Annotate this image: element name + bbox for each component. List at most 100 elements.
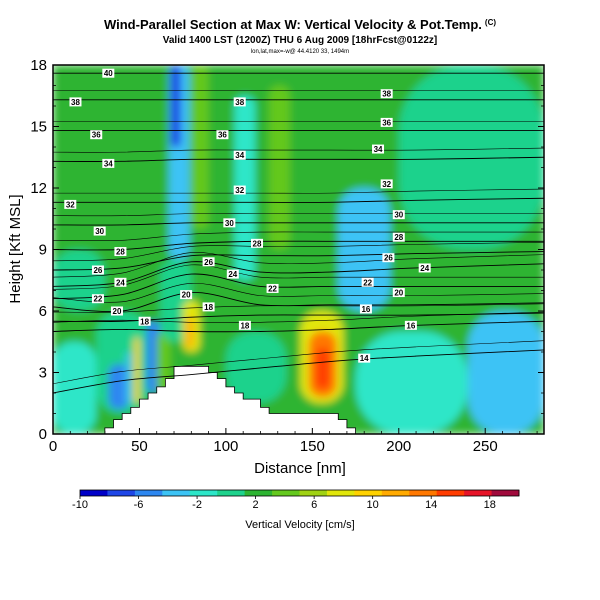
- theta-contour-34: [53, 156, 544, 162]
- theta-contour-16: [53, 320, 544, 333]
- contour-label-bg: [233, 97, 246, 107]
- contour-label-bg: [138, 316, 151, 326]
- velocity-patch: [134, 337, 140, 404]
- contour-label-bg: [404, 320, 417, 330]
- contour-label-bg: [102, 68, 115, 78]
- contour-label-bg: [91, 265, 104, 275]
- contour-label-bg: [114, 247, 127, 257]
- contour-label-bg: [233, 185, 246, 195]
- x-tick-label: 250: [473, 438, 498, 455]
- chart-subtitle: Valid 1400 LST (1200Z) THU 6 Aug 2009 [1…: [162, 35, 438, 46]
- y-tick-label: 18: [30, 57, 47, 74]
- velocity-patch: [53, 147, 157, 250]
- contour-label-bg: [392, 288, 405, 298]
- velocity-patches: [53, 65, 544, 434]
- contour-label-bg: [180, 290, 193, 300]
- theta-contour-minor: [53, 188, 544, 194]
- colorbar-swatch: [381, 490, 410, 496]
- contour-label: 26: [93, 266, 102, 275]
- velocity-patch: [108, 364, 130, 410]
- theta-contour-minor: [53, 252, 544, 278]
- contour-label: 18: [240, 321, 249, 330]
- contour-label: 30: [95, 227, 104, 236]
- contour-label-bg: [202, 257, 215, 267]
- velocity-patch: [269, 85, 290, 250]
- theta-contour-minor: [53, 213, 544, 217]
- contour-label-bg: [102, 158, 115, 168]
- velocity-patch: [338, 188, 391, 311]
- contour-label: 28: [253, 239, 262, 248]
- y-tick-label: 12: [30, 180, 47, 197]
- contour-label-bg: [380, 89, 393, 99]
- colorbar-tick-label: -6: [134, 499, 144, 511]
- contour-label: 40: [104, 69, 113, 78]
- contour-label: 28: [116, 248, 125, 257]
- theta-contour-labels: 40 38 38 38 36 36 36 34 34 34 32 32 32 30 30 30 28 28 28 26…: [64, 68, 431, 363]
- contour-label: 28: [394, 233, 403, 242]
- colorbar: -10 -6 -2 2 6 10 14 18: [72, 489, 520, 511]
- theta-contour-minor: [53, 147, 544, 153]
- contour-label-bg: [358, 353, 371, 363]
- contour-label-bg: [233, 150, 246, 160]
- colorbar-tick-label: 18: [484, 499, 496, 511]
- colorbar-tick-label: 14: [425, 499, 437, 511]
- velocity-field: [53, 65, 544, 434]
- y-tick-label: 15: [30, 119, 47, 136]
- contour-label-bg: [251, 238, 264, 248]
- velocity-patch: [315, 347, 330, 389]
- theta-contours: [53, 72, 544, 394]
- contour-label: 22: [363, 278, 372, 287]
- terrain: [53, 365, 544, 434]
- colorbar-swatch: [491, 490, 520, 496]
- contour-label: 18: [140, 317, 149, 326]
- velocity-patch: [125, 352, 131, 404]
- contour-label: 30: [225, 219, 234, 228]
- contour-label: 36: [218, 131, 227, 140]
- contour-label-bg: [64, 199, 77, 209]
- colorbar-frame: [79, 489, 520, 497]
- chart-title-text: Wind-Parallel Section at Max W: Vertical…: [103, 17, 482, 32]
- velocity-patch: [225, 331, 287, 404]
- contour-label: 20: [182, 291, 191, 300]
- velocity-patch: [191, 65, 209, 229]
- contour-label-bg: [226, 269, 239, 279]
- velocity-patch: [170, 65, 181, 147]
- contour-label: 18: [204, 303, 213, 312]
- x-tick-label: 200: [386, 438, 411, 455]
- contour-label: 30: [394, 211, 403, 220]
- contour-label-bg: [238, 320, 251, 330]
- contour-label: 26: [204, 258, 213, 267]
- y-axis-label: Height [Kft MSL]: [7, 194, 24, 303]
- velocity-patch: [156, 331, 171, 393]
- contour-label: 16: [406, 321, 415, 330]
- contour-label-bg: [418, 263, 431, 273]
- contour-label-bg: [372, 144, 385, 154]
- contour-label: 32: [66, 200, 75, 209]
- colorbar-swatch: [464, 490, 493, 496]
- theta-contour-minor: [53, 311, 544, 323]
- colorbar-swatch: [244, 490, 273, 496]
- contour-label-bg: [216, 130, 229, 140]
- contour-label: 24: [420, 264, 429, 273]
- colorbar-swatch: [326, 490, 355, 496]
- contour-label: 36: [382, 118, 391, 127]
- contour-label: 24: [116, 278, 125, 287]
- colorbar-swatch: [80, 490, 108, 496]
- colorbar-tick-label: 6: [311, 499, 317, 511]
- theta-contour-minor: [53, 340, 544, 385]
- contour-label: 14: [360, 354, 369, 363]
- contour-label-bg: [392, 232, 405, 242]
- colorbar-tick-label: 10: [367, 499, 379, 511]
- theta-contour-14: [53, 349, 544, 394]
- contour-label-bg: [91, 294, 104, 304]
- contour-label: 20: [113, 307, 122, 316]
- colorbar-tick-label: -2: [192, 499, 202, 511]
- contour-label-bg: [114, 277, 127, 287]
- contour-label: 22: [93, 295, 102, 304]
- chart-title: Wind-Parallel Section at Max W: Vertical…: [0, 17, 600, 32]
- copyright-mark: (C): [484, 18, 497, 27]
- colorbar-swatch: [409, 490, 438, 496]
- colorbar-swatch: [299, 490, 328, 496]
- velocity-patch: [186, 317, 194, 348]
- chart-info-line: lon,lat,max=-w@ 44.4120 33, 1494m: [250, 49, 350, 55]
